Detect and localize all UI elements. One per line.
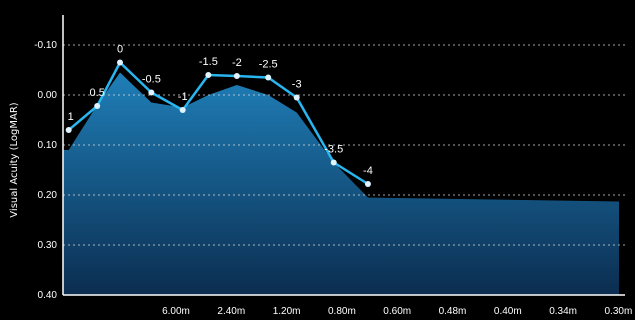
data-point bbox=[117, 59, 123, 66]
data-point bbox=[233, 73, 240, 79]
area-fill bbox=[63, 72, 619, 295]
data-point bbox=[148, 89, 155, 96]
data-label: -3 bbox=[292, 79, 302, 91]
data-label: -0.5 bbox=[142, 74, 161, 86]
plot-area: -0.10 0.00 0.10 0.20 0.30 0.40 6.00m 2.40m 1.20m… bbox=[9, 15, 632, 317]
data-point bbox=[364, 181, 371, 187]
data-point bbox=[293, 94, 300, 101]
data-point bbox=[179, 107, 186, 113]
y-tick-label: -0.10 bbox=[34, 40, 57, 51]
x-tick-label: 0.30m bbox=[605, 306, 633, 317]
x-tick-label: 0.80m bbox=[328, 306, 356, 317]
y-tick-label: 0.40 bbox=[38, 290, 58, 301]
y-tick-label: 0.20 bbox=[38, 190, 58, 201]
x-tick-label: 0.40m bbox=[494, 306, 522, 317]
y-tick-label: 0.30 bbox=[38, 240, 58, 251]
y-axis-title: Visual Acuity (LogMAR) bbox=[9, 102, 20, 218]
data-label: -3.5 bbox=[324, 144, 343, 156]
data-label: -1 bbox=[178, 91, 188, 103]
y-tick-label: 0.10 bbox=[38, 140, 58, 151]
data-point bbox=[65, 127, 72, 133]
data-point bbox=[265, 74, 272, 81]
x-tick-label: 6.00m bbox=[162, 306, 190, 317]
y-tick-label: 0.00 bbox=[38, 90, 58, 101]
data-label: 0.5 bbox=[90, 87, 105, 99]
data-label: -4 bbox=[363, 165, 373, 177]
x-tick-label: 0.48m bbox=[439, 306, 467, 317]
data-point bbox=[205, 72, 212, 78]
data-point bbox=[94, 103, 101, 109]
x-tick-label: 2.40m bbox=[217, 306, 245, 317]
x-tick-label: 1.20m bbox=[273, 306, 301, 317]
x-tick-label: 0.34m bbox=[549, 306, 577, 317]
data-label: 1 bbox=[68, 111, 74, 123]
data-point bbox=[330, 159, 337, 166]
data-label: 0 bbox=[117, 44, 123, 56]
data-label: -2 bbox=[232, 57, 242, 69]
data-label: -1.5 bbox=[199, 56, 218, 68]
data-label: -2.5 bbox=[259, 59, 278, 71]
x-tick-label: 0.60m bbox=[383, 306, 411, 317]
